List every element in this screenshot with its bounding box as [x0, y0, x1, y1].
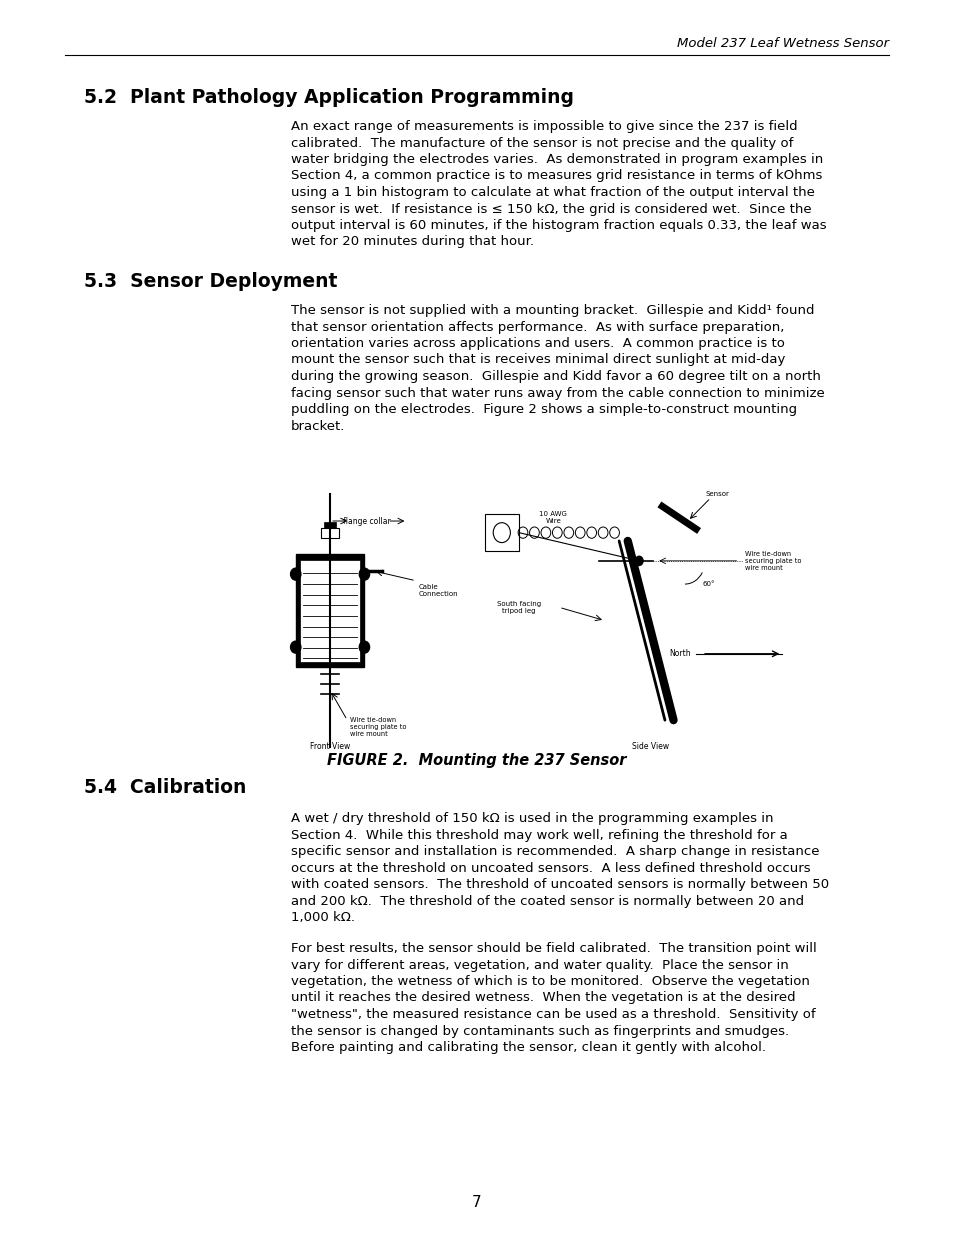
Text: The sensor is not supplied with a mounting bracket.  Gillespie and Kidd¹ found: The sensor is not supplied with a mounti…: [291, 304, 814, 317]
Text: orientation varies across applications and users.  A common practice is to: orientation varies across applications a…: [291, 337, 784, 350]
Text: calibrated.  The manufacture of the sensor is not precise and the quality of: calibrated. The manufacture of the senso…: [291, 137, 793, 149]
Text: Sensor: Sensor: [704, 492, 728, 498]
Circle shape: [359, 568, 369, 580]
Bar: [321, 527, 338, 537]
Text: 5.3  Sensor Deployment: 5.3 Sensor Deployment: [84, 272, 337, 291]
Text: Model 237 Leaf Wetness Sensor: Model 237 Leaf Wetness Sensor: [677, 37, 888, 49]
Text: North: North: [668, 650, 690, 658]
Text: the sensor is changed by contaminants such as fingerprints and smudges.: the sensor is changed by contaminants su…: [291, 1025, 788, 1037]
Text: An exact range of measurements is impossible to give since the 237 is field: An exact range of measurements is imposs…: [291, 120, 797, 133]
Text: "wetness", the measured resistance can be used as a threshold.  Sensitivity of: "wetness", the measured resistance can b…: [291, 1008, 815, 1021]
Text: 60°: 60°: [701, 582, 714, 587]
Bar: [295, 555, 364, 667]
Text: vary for different areas, vegetation, and water quality.  Place the sensor in: vary for different areas, vegetation, an…: [291, 958, 788, 972]
Text: occurs at the threshold on uncoated sensors.  A less defined threshold occurs: occurs at the threshold on uncoated sens…: [291, 862, 810, 874]
Text: A wet / dry threshold of 150 kΩ is used in the programming examples in: A wet / dry threshold of 150 kΩ is used …: [291, 811, 773, 825]
Text: vegetation, the wetness of which is to be monitored.  Observe the vegetation: vegetation, the wetness of which is to b…: [291, 974, 809, 988]
Text: For best results, the sensor should be field calibrated.  The transition point w: For best results, the sensor should be f…: [291, 942, 816, 955]
Bar: [324, 522, 335, 527]
Text: during the growing season.  Gillespie and Kidd favor a 60 degree tilt on a north: during the growing season. Gillespie and…: [291, 370, 820, 383]
Text: until it reaches the desired wetness.  When the vegetation is at the desired: until it reaches the desired wetness. Wh…: [291, 992, 795, 1004]
Bar: [300, 559, 359, 662]
Text: Wire tie-down
securing plate to
wire mount: Wire tie-down securing plate to wire mou…: [350, 716, 406, 737]
Bar: [484, 514, 518, 551]
Text: Cable
Connection: Cable Connection: [418, 584, 458, 597]
Text: with coated sensors.  The threshold of uncoated sensors is normally between 50: with coated sensors. The threshold of un…: [291, 878, 828, 890]
Text: that sensor orientation affects performance.  As with surface preparation,: that sensor orientation affects performa…: [291, 321, 783, 333]
Text: bracket.: bracket.: [291, 420, 345, 432]
Text: 5.4  Calibration: 5.4 Calibration: [84, 778, 246, 797]
Text: Wire tie-down
securing plate to
wire mount: Wire tie-down securing plate to wire mou…: [744, 551, 801, 571]
Text: output interval is 60 minutes, if the histogram fraction equals 0.33, the leaf w: output interval is 60 minutes, if the hi…: [291, 219, 825, 232]
Text: puddling on the electrodes.  Figure 2 shows a simple-to-construct mounting: puddling on the electrodes. Figure 2 sho…: [291, 403, 797, 416]
Text: Side View: Side View: [632, 742, 668, 751]
Text: water bridging the electrodes varies.  As demonstrated in program examples in: water bridging the electrodes varies. As…: [291, 153, 822, 165]
Text: flange collar: flange collar: [343, 516, 391, 526]
Text: facing sensor such that water runs away from the cable connection to minimize: facing sensor such that water runs away …: [291, 387, 824, 399]
Text: Section 4.  While this threshold may work well, refining the threshold for a: Section 4. While this threshold may work…: [291, 829, 787, 841]
Text: 1,000 kΩ.: 1,000 kΩ.: [291, 911, 355, 924]
Text: Front View: Front View: [310, 742, 350, 751]
Text: using a 1 bin histogram to calculate at what fraction of the output interval the: using a 1 bin histogram to calculate at …: [291, 186, 814, 199]
Text: and 200 kΩ.  The threshold of the coated sensor is normally between 20 and: and 200 kΩ. The threshold of the coated …: [291, 894, 803, 908]
Circle shape: [359, 641, 369, 653]
Text: wet for 20 minutes during that hour.: wet for 20 minutes during that hour.: [291, 236, 534, 248]
Text: Section 4, a common practice is to measures grid resistance in terms of kOhms: Section 4, a common practice is to measu…: [291, 169, 821, 183]
Text: Before painting and calibrating the sensor, clean it gently with alcohol.: Before painting and calibrating the sens…: [291, 1041, 765, 1053]
Circle shape: [634, 556, 643, 566]
Text: FIGURE 2.  Mounting the 237 Sensor: FIGURE 2. Mounting the 237 Sensor: [327, 753, 626, 768]
Text: 5.2  Plant Pathology Application Programming: 5.2 Plant Pathology Application Programm…: [84, 88, 574, 107]
Text: specific sensor and installation is recommended.  A sharp change in resistance: specific sensor and installation is reco…: [291, 845, 819, 858]
Text: 7: 7: [472, 1195, 481, 1210]
Text: sensor is wet.  If resistance is ≤ 150 kΩ, the grid is considered wet.  Since th: sensor is wet. If resistance is ≤ 150 kΩ…: [291, 203, 811, 215]
Text: mount the sensor such that is receives minimal direct sunlight at mid-day: mount the sensor such that is receives m…: [291, 353, 784, 367]
Circle shape: [291, 641, 300, 653]
Text: 10 AWG
Wire: 10 AWG Wire: [538, 511, 567, 524]
Text: South facing
tripod leg: South facing tripod leg: [497, 600, 540, 614]
Circle shape: [291, 568, 300, 580]
